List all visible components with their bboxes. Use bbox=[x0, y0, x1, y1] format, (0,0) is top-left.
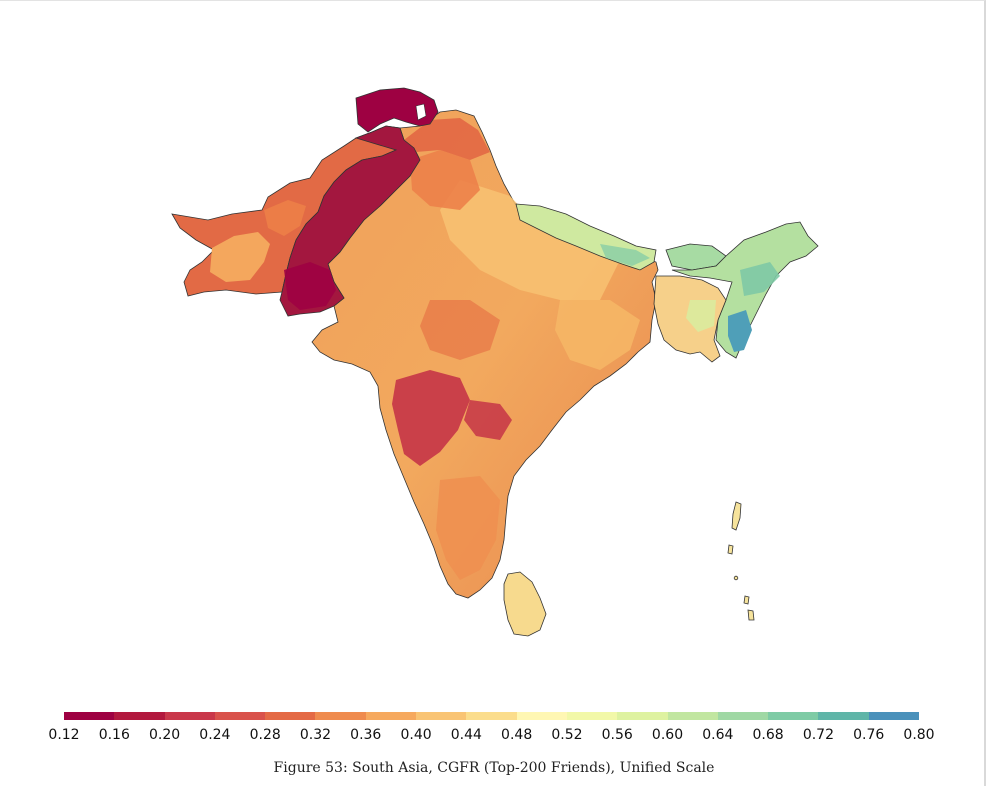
colorbar-tick-label: 0.32 bbox=[299, 727, 332, 743]
colorbar-segment bbox=[365, 712, 417, 720]
colorbar-segment bbox=[667, 712, 718, 720]
region-bangladesh-east bbox=[686, 300, 716, 332]
region-afghanistan-east bbox=[264, 200, 306, 236]
colorbar-segment bbox=[466, 712, 517, 720]
region-india-punjab bbox=[410, 150, 480, 210]
region-afghanistan-center bbox=[210, 232, 270, 282]
colorbar-segment bbox=[416, 712, 467, 720]
region-assam bbox=[740, 262, 780, 296]
colorbar-tick-label: 0.16 bbox=[98, 727, 130, 743]
colorbar-tick-label: 0.12 bbox=[48, 727, 80, 743]
colorbar-segment bbox=[717, 712, 769, 720]
colorbar-tick-label: 0.56 bbox=[601, 727, 633, 743]
colorbar-tick-label: 0.72 bbox=[802, 727, 834, 743]
colorbar-segment bbox=[164, 712, 215, 720]
region-northern-pakistan bbox=[355, 87, 439, 133]
colorbar-tick-label: 0.64 bbox=[702, 727, 734, 743]
colorbar-tick-label: 0.20 bbox=[148, 727, 181, 743]
region-india-kashmir bbox=[404, 118, 490, 160]
region-india-north-plain bbox=[440, 180, 620, 300]
region-india-east bbox=[555, 300, 640, 370]
region-india-south bbox=[436, 476, 500, 580]
colorbar-tick-label: 0.68 bbox=[752, 727, 784, 743]
region-pakistan-sindh bbox=[284, 262, 336, 310]
region-india-central bbox=[420, 300, 500, 360]
colorbar-segment bbox=[566, 712, 618, 720]
colorbar-segment bbox=[265, 712, 316, 720]
region-mizoram bbox=[728, 310, 752, 352]
colorbar-segment bbox=[818, 712, 869, 720]
region-northern-pakistan-lake bbox=[415, 103, 427, 121]
colorbar-segment bbox=[868, 712, 920, 720]
region-india-deccan-west bbox=[392, 370, 470, 466]
colorbar-tick-label: 0.44 bbox=[450, 727, 482, 743]
colorbar-tick-label: 0.80 bbox=[903, 727, 935, 743]
colorbar-tick-label: 0.60 bbox=[651, 727, 684, 743]
colorbar-tick-label: 0.28 bbox=[249, 727, 281, 743]
colorbar-segment bbox=[617, 712, 668, 720]
colorbar-segment bbox=[64, 712, 115, 720]
colorbar bbox=[64, 712, 920, 720]
colorbar-tick-label: 0.76 bbox=[853, 727, 885, 743]
figure-caption: Figure 53: South Asia, CGFR (Top-200 Fri… bbox=[273, 760, 715, 776]
colorbar-tick-label: 0.36 bbox=[350, 727, 382, 743]
colorbar-segment bbox=[768, 712, 819, 720]
colorbar-tick-label: 0.48 bbox=[501, 727, 533, 743]
region-india-deccan-east bbox=[464, 400, 512, 440]
colorbar-ticks: 0.12 0.16 0.20 0.24 0.28 0.32 0.36 0.40 0.44 0.48… bbox=[0, 727, 988, 747]
region-sri-lanka bbox=[503, 571, 547, 637]
colorbar-segment bbox=[114, 712, 165, 720]
colorbar-tick-label: 0.52 bbox=[551, 727, 583, 743]
choropleth-map bbox=[171, 87, 819, 637]
region-andaman-nicobar bbox=[727, 501, 755, 621]
colorbar-tick-label: 0.24 bbox=[199, 727, 231, 743]
colorbar-segment bbox=[214, 712, 266, 720]
region-nepal-east bbox=[600, 244, 650, 266]
colorbar-segment bbox=[315, 712, 366, 720]
colorbar-tick-label: 0.40 bbox=[400, 727, 432, 743]
colorbar-segment bbox=[516, 712, 567, 720]
